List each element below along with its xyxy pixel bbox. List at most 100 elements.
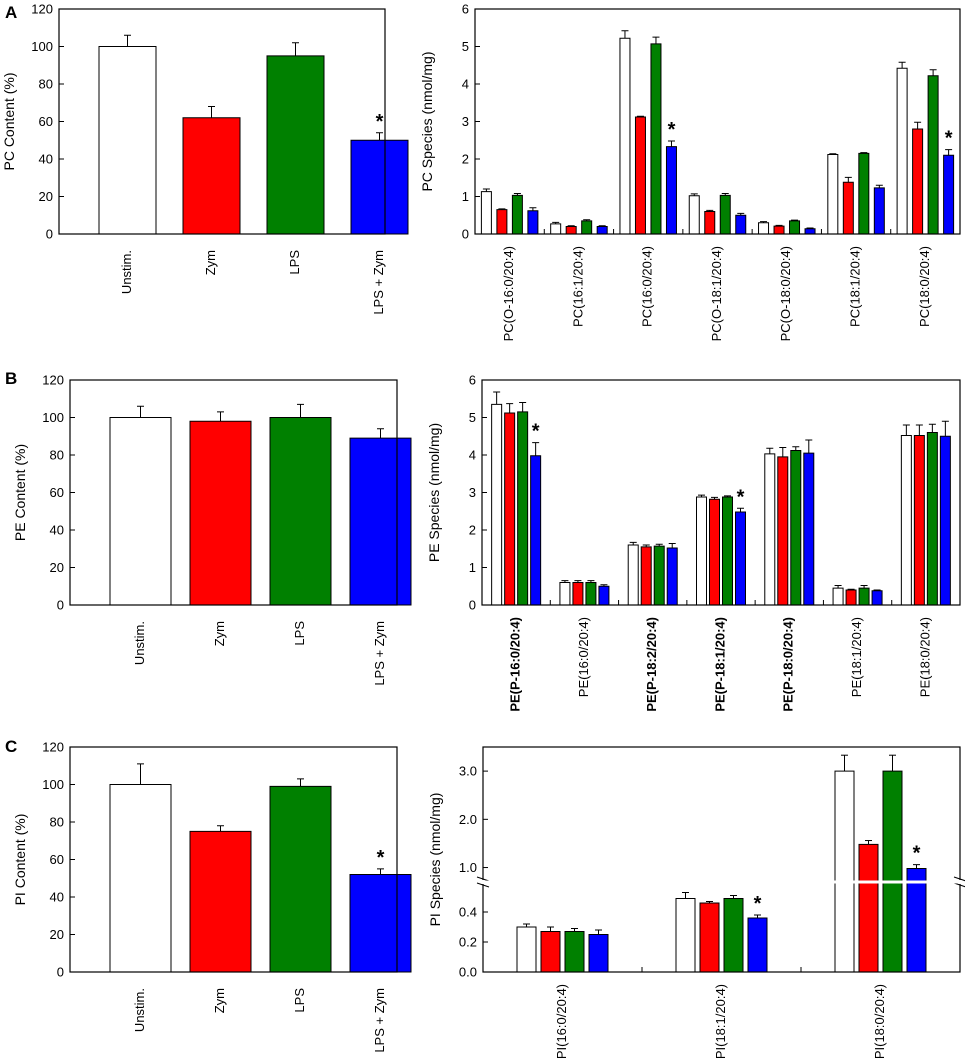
pe-species-category-label: PE(P-18:2/20:4) <box>644 617 659 712</box>
pc-species-bar <box>665 146 677 235</box>
pi-species-bar <box>699 902 720 973</box>
pc-content-category-label: LPS + Zym <box>371 250 386 315</box>
pi-species-significance-star: * <box>754 893 762 915</box>
pc-species-bar <box>789 220 801 235</box>
pe-content-ytick-label: 120 <box>42 373 64 388</box>
pe-species-significance-star: * <box>532 421 540 443</box>
pc-content-category-label: Zym <box>203 250 218 275</box>
pe-species-ylabel: PE Species (nmol/mg) <box>426 423 442 562</box>
pc-content-bar-zym <box>182 117 241 235</box>
pe-species-bar <box>709 498 720 606</box>
pe-species-significance-star: * <box>737 486 745 508</box>
pi-species-significance-star: * <box>913 843 921 865</box>
pi-species-ytick-label: 3.0 <box>459 764 477 779</box>
pe-species-bar <box>640 546 652 606</box>
pc-content-ylabel: PC Content (%) <box>1 72 17 170</box>
pe-species-bar <box>530 455 542 606</box>
pi-species-chart: PI Species (nmol/mg) PI(16:0/20:4) * PI(18:… <box>427 746 965 1059</box>
pi-content-ylabel: PI Content (%) <box>12 814 28 906</box>
pe-species-ytick-label: 1 <box>469 560 476 575</box>
pc-species-chart: PC Species (nmol/mg) PC(O-16:0/20:4) PC(16… <box>419 2 961 341</box>
pe-species-chart: PE Species (nmol/mg) * PE(P-16:0/20:4) PE(1… <box>426 373 961 712</box>
pi-species-category-label: PI(16:0/20:4) <box>554 984 569 1059</box>
pi-species-category-label: PI(18:0/20:4) <box>872 984 887 1059</box>
pi-content-category-label: Zym <box>212 988 227 1013</box>
pi-content-ytick-label: 100 <box>42 777 64 792</box>
pc-content-ytick-label: 80 <box>39 77 53 92</box>
pe-content-ytick-label: 40 <box>50 523 64 538</box>
pi-species-bar <box>882 770 903 973</box>
pc-species-plot-frame <box>474 8 961 235</box>
pe-species-ytick-label: 4 <box>469 448 476 463</box>
pi-content-ytick-label: 0 <box>57 965 64 980</box>
pe-species-bar <box>900 435 912 606</box>
pe-species-ytick-label: 2 <box>469 523 476 538</box>
pi-species-bar <box>540 931 561 973</box>
pe-species-ytick-label: 0 <box>469 598 476 613</box>
pi-content-chart: PI Content (%) Unstim. Zym LPS * LPS + Zym 0 20… <box>12 740 412 1053</box>
panel-label-b: B <box>5 369 17 388</box>
pi-species-axis-break <box>954 880 965 884</box>
pe-species-bar <box>939 435 951 606</box>
pi-species-axis-break-mark <box>476 876 490 882</box>
pi-content-ytick-label: 60 <box>50 852 64 867</box>
pc-species-bar <box>773 225 785 235</box>
pc-content-ytick-label: 40 <box>39 152 53 167</box>
pi-species-ylabel: PI Species (nmol/mg) <box>427 793 443 927</box>
pc-species-bar <box>650 43 662 235</box>
pi-content-significance-star: * <box>377 847 385 869</box>
pc-species-bar <box>943 154 955 235</box>
pe-content-ytick-label: 100 <box>42 410 64 425</box>
pi-species-bar <box>834 770 855 973</box>
pi-content-ytick-label: 80 <box>50 815 64 830</box>
pc-content-ytick-label: 20 <box>39 189 53 204</box>
pi-content-ytick-label: 40 <box>50 890 64 905</box>
pc-species-bar <box>596 226 608 235</box>
pe-content-bar-lps <box>269 417 332 606</box>
pe-species-bar <box>504 412 516 606</box>
pe-content-category-label: Unstim. <box>132 621 147 665</box>
pi-species-bar <box>723 898 744 973</box>
pc-content-category-label: Unstim. <box>119 250 134 294</box>
pi-species-axis-break-mark <box>953 882 965 888</box>
pe-species-ytick-label: 6 <box>469 373 476 388</box>
pc-species-bar <box>858 152 870 235</box>
pc-species-bar <box>496 209 508 235</box>
pi-species-ytick-label: 0.0 <box>459 965 477 980</box>
pc-species-bar <box>827 154 839 235</box>
pc-species-ytick-label: 0 <box>462 227 469 242</box>
pi-species-ytick-label: 0.4 <box>459 905 477 920</box>
pe-species-bar <box>858 587 870 606</box>
pc-content-ytick-label: 60 <box>39 114 53 129</box>
pi-content-bar-unstim- <box>109 784 172 973</box>
pc-species-bar <box>619 37 631 235</box>
pc-species-category-label: PC(16:0/20:4) <box>640 246 655 327</box>
pi-species-bar <box>675 898 696 973</box>
pc-species-category-label: PC(18:0/20:4) <box>917 246 932 327</box>
pc-content-category-label: LPS <box>287 250 302 275</box>
pc-species-significance-star: * <box>945 128 953 150</box>
pc-species-bar <box>550 223 562 235</box>
pi-content-ytick-label: 120 <box>42 740 64 755</box>
pi-species-bar <box>747 917 768 973</box>
pc-species-category-label: PC(O-18:0/20:4) <box>778 246 793 341</box>
pc-species-bar <box>565 226 577 235</box>
pc-species-category-label: PC(O-16:0/20:4) <box>501 246 516 341</box>
pe-species-category-label: PE(18:0/20:4) <box>917 617 932 697</box>
pe-species-bar <box>722 496 733 606</box>
pe-species-bar <box>491 403 503 606</box>
pi-content-bar-lps-zym <box>349 874 412 973</box>
pc-species-bar <box>735 214 747 235</box>
pc-species-ytick-label: 2 <box>462 152 469 167</box>
pi-species-bar <box>564 931 585 973</box>
pe-content-ytick-label: 20 <box>50 560 64 575</box>
pi-species-axis-break-mark <box>476 882 490 888</box>
pc-species-category-label: PC(18:1/20:4) <box>848 246 863 327</box>
pe-species-bar <box>598 585 610 606</box>
pi-content-category-label: Unstim. <box>132 988 147 1032</box>
pe-species-bar <box>926 432 938 606</box>
pe-species-bar <box>913 435 925 606</box>
pi-species-category-label: PI(18:1/20:4) <box>713 984 728 1059</box>
pc-content-bar-unstim- <box>98 46 157 235</box>
pc-species-category-label: PC(16:1/20:4) <box>570 246 585 327</box>
